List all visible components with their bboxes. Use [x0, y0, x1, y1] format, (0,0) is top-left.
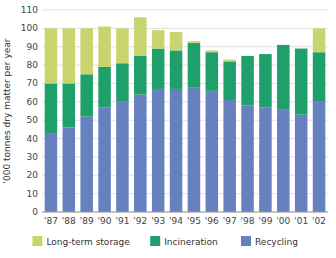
bar-segment — [259, 54, 272, 55]
bar-segment — [223, 100, 236, 212]
x-tick-label: '98 — [241, 216, 255, 226]
legend-label: Long-term storage — [46, 237, 130, 247]
x-tick-label: '89 — [80, 216, 94, 226]
y-axis-label: '000 tonnes dry matter per year — [2, 38, 12, 183]
x-tick-label: '96 — [205, 216, 219, 226]
y-tick-label: 40 — [27, 134, 39, 144]
bar-segment — [152, 89, 165, 212]
legend-swatch — [150, 236, 160, 246]
grid-line — [42, 10, 328, 11]
y-tick-label: 60 — [27, 97, 39, 107]
bar-segment — [45, 133, 58, 212]
bar-segment — [98, 107, 111, 212]
legend-swatch — [32, 236, 42, 246]
bar-segment — [241, 105, 254, 212]
bar-segment — [80, 28, 93, 74]
bar-segment — [188, 87, 201, 212]
y-tick-label: 80 — [27, 60, 39, 70]
x-tick-label: '95 — [187, 216, 201, 226]
bar-segment — [170, 50, 183, 89]
bar-segment — [259, 107, 272, 212]
bar-segment — [313, 52, 326, 102]
bar-segment — [206, 50, 219, 52]
y-tick-label: 100 — [21, 23, 38, 33]
bar-segment — [188, 41, 201, 43]
x-tick-label: '88 — [62, 216, 76, 226]
bars — [45, 17, 326, 212]
x-tick-label: '02 — [312, 216, 326, 226]
x-tick-label: '00 — [276, 216, 290, 226]
bar-segment — [188, 43, 201, 87]
x-tick-label: '01 — [294, 216, 308, 226]
legend-label: Incineration — [164, 237, 218, 247]
bar-segment — [98, 27, 111, 67]
x-tick-label: '94 — [169, 216, 183, 226]
bar-segment — [223, 61, 236, 100]
bar-segment — [116, 28, 129, 63]
x-axis-line — [42, 212, 328, 213]
x-tick-label: '93 — [151, 216, 165, 226]
bar-segment — [134, 94, 147, 212]
grid — [42, 10, 328, 212]
bar-segment — [241, 56, 254, 106]
bar-segment — [277, 45, 290, 109]
legend-swatch — [241, 236, 251, 246]
bar-segment — [63, 128, 76, 212]
y-tick-label: 10 — [27, 189, 39, 199]
y-tick-label: 30 — [27, 152, 39, 162]
x-tick-label: '87 — [44, 216, 58, 226]
bar-segment — [134, 17, 147, 56]
x-tick-label: '99 — [258, 216, 272, 226]
bar-segment — [313, 28, 326, 52]
y-tick-label: 90 — [27, 42, 39, 52]
y-tick-label: 50 — [27, 115, 39, 125]
bar-segment — [170, 32, 183, 50]
legend: Long-term storage Incineration Recycling — [32, 236, 298, 247]
bar-segment — [295, 48, 308, 49]
bar-segment — [206, 52, 219, 91]
y-tick-label: 70 — [27, 78, 39, 88]
legend-label: Recycling — [255, 237, 298, 247]
bar-segment — [116, 102, 129, 212]
bar-segment — [80, 74, 93, 116]
bar-segment — [259, 54, 272, 107]
bar-segment — [80, 117, 93, 212]
bar-segment — [45, 28, 58, 83]
bar-segment — [134, 56, 147, 95]
y-tick-label: 20 — [27, 170, 39, 180]
bar-segment — [170, 89, 183, 212]
bar-segment — [295, 115, 308, 212]
bar-segment — [277, 44, 290, 45]
bar-segment — [116, 63, 129, 102]
bar-segment — [98, 67, 111, 107]
grid-line — [42, 212, 328, 213]
bar-segment — [277, 109, 290, 212]
x-tick-label: '90 — [98, 216, 112, 226]
bar-segment — [206, 91, 219, 212]
y-tick-label: 0 — [32, 207, 38, 217]
bar-segment — [295, 49, 308, 115]
bar-segment — [152, 49, 165, 89]
bar-segment — [313, 102, 326, 212]
x-tick-label: '92 — [133, 216, 147, 226]
y-tick-label: 110 — [21, 5, 38, 15]
bar-segment — [241, 55, 254, 56]
bar-segment — [63, 83, 76, 127]
x-tick-label: '91 — [115, 216, 129, 226]
x-tick-label: '97 — [223, 216, 237, 226]
chart: 0 10 20 30 40 50 60 70 80 90 100 110 '000 tonnes dry… — [0, 0, 336, 258]
bar-segment — [223, 60, 236, 62]
bar-segment — [152, 30, 165, 48]
bar-segment — [45, 83, 58, 133]
bar-segment — [63, 28, 76, 83]
